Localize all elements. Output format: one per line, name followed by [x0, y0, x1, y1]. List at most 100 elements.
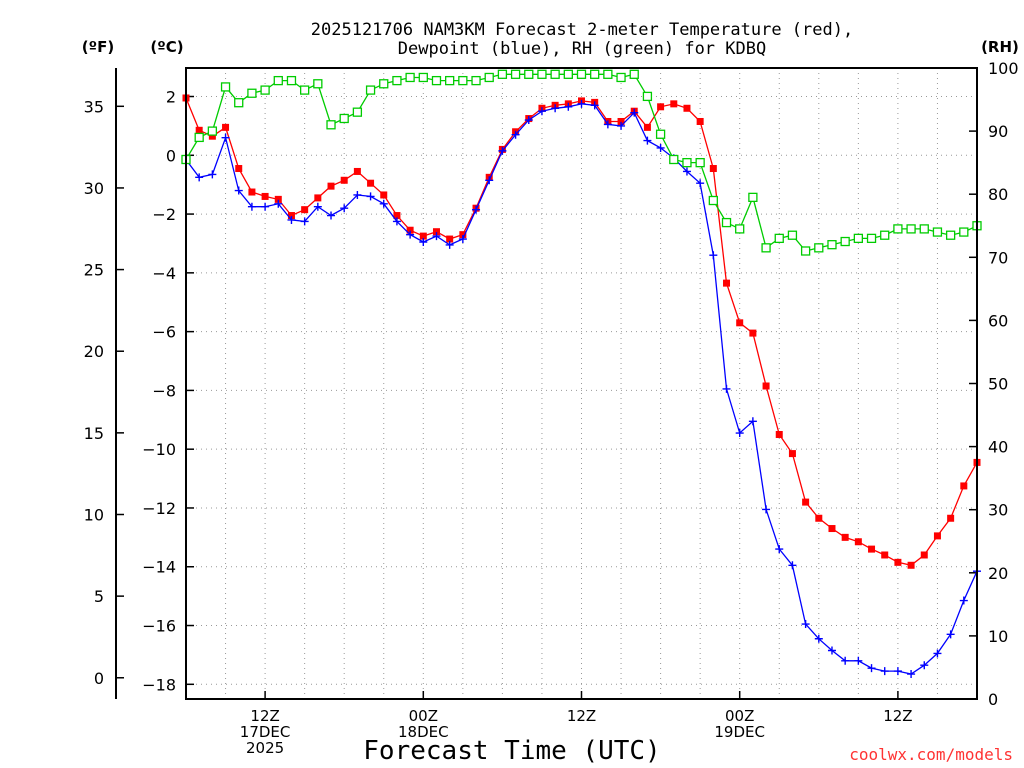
data-point — [301, 206, 309, 214]
data-point — [866, 233, 877, 244]
x-tick-label: 00Z — [725, 707, 754, 725]
data-point — [365, 85, 376, 95]
data-point — [432, 228, 440, 236]
data-point — [274, 199, 283, 208]
data-point — [814, 243, 824, 253]
fahrenheit-unit-label: (ºF) — [82, 38, 114, 56]
c-tick-label: −14 — [142, 558, 176, 577]
data-point — [313, 79, 323, 89]
data-point — [194, 132, 204, 143]
rh-tick-label: 40 — [988, 438, 1008, 457]
data-point — [853, 233, 863, 244]
data-point — [815, 514, 823, 522]
data-point — [339, 113, 349, 124]
data-point — [603, 69, 613, 79]
data-point — [497, 69, 508, 79]
data-point — [446, 235, 454, 243]
data-point — [392, 217, 401, 226]
data-point — [854, 538, 862, 546]
data-point — [841, 533, 849, 541]
f-tick-label: 35 — [84, 97, 104, 116]
data-point — [524, 69, 534, 79]
data-point — [655, 129, 666, 139]
data-point — [327, 182, 335, 190]
data-point — [774, 233, 784, 244]
data-point — [907, 561, 915, 569]
data-point — [802, 498, 810, 506]
data-point — [340, 176, 348, 184]
data-point — [933, 649, 942, 658]
f-tick-label: 30 — [84, 179, 104, 198]
data-point — [749, 329, 757, 337]
data-point — [472, 205, 481, 214]
data-point — [220, 82, 231, 92]
c-tick-label: −8 — [152, 381, 176, 400]
c-tick-label: −6 — [152, 323, 176, 342]
data-point — [247, 202, 256, 211]
data-point — [379, 79, 389, 89]
data-point — [221, 133, 230, 142]
data-point — [881, 551, 889, 559]
data-point — [696, 179, 705, 188]
data-point — [299, 85, 310, 95]
data-point — [445, 240, 454, 249]
x-tick-label: 2025 — [246, 739, 284, 757]
data-point — [762, 505, 771, 514]
data-point — [616, 72, 626, 83]
data-point — [222, 123, 230, 131]
series-relative-humidity — [181, 69, 982, 256]
data-point — [787, 230, 798, 240]
data-point — [894, 558, 902, 566]
data-point — [919, 224, 929, 234]
data-point — [576, 69, 587, 79]
f-tick-label: 15 — [84, 424, 104, 443]
data-point — [471, 75, 481, 86]
data-point — [642, 91, 653, 102]
data-point — [261, 192, 269, 200]
data-point — [431, 75, 442, 86]
data-point — [498, 146, 507, 155]
data-point — [208, 132, 216, 140]
c-tick-label: −16 — [142, 617, 176, 636]
chart-title-line1: 2025121706 NAM3KM Forecast 2-meter Tempe… — [311, 20, 853, 40]
data-point — [537, 107, 546, 116]
data-point — [234, 186, 243, 195]
data-point — [485, 176, 494, 185]
data-point — [841, 656, 850, 665]
x-tick-label: 18DEC — [398, 723, 449, 741]
data-point — [893, 224, 903, 234]
data-point — [234, 98, 244, 108]
data-point — [235, 165, 243, 173]
data-point — [695, 157, 705, 168]
data-point — [273, 75, 283, 86]
x-tick-label: 00Z — [409, 707, 438, 725]
rh-tick-label: 60 — [988, 311, 1008, 330]
data-point — [617, 121, 626, 130]
data-point — [352, 107, 363, 117]
data-point — [748, 192, 758, 203]
data-point — [748, 417, 757, 426]
rh-tick-label: 50 — [988, 375, 1008, 394]
data-point — [880, 667, 889, 676]
data-point — [893, 667, 902, 676]
data-point — [564, 102, 573, 111]
data-point — [736, 319, 744, 327]
f-tick-label: 5 — [94, 587, 104, 606]
data-point — [867, 664, 876, 673]
data-point — [340, 204, 349, 213]
rh-tick-label: 100 — [988, 59, 1019, 78]
data-point — [406, 226, 414, 234]
data-point — [418, 72, 428, 83]
data-point — [788, 561, 797, 570]
data-point — [314, 194, 322, 202]
x-tick-label: 12Z — [567, 707, 596, 725]
c-tick-label: −2 — [152, 205, 176, 224]
data-point — [393, 212, 401, 220]
data-point — [945, 230, 956, 240]
data-point — [827, 240, 837, 250]
data-point — [419, 237, 428, 246]
data-point — [484, 72, 494, 83]
data-point — [669, 154, 679, 165]
data-point — [828, 525, 836, 533]
data-point — [207, 126, 218, 136]
